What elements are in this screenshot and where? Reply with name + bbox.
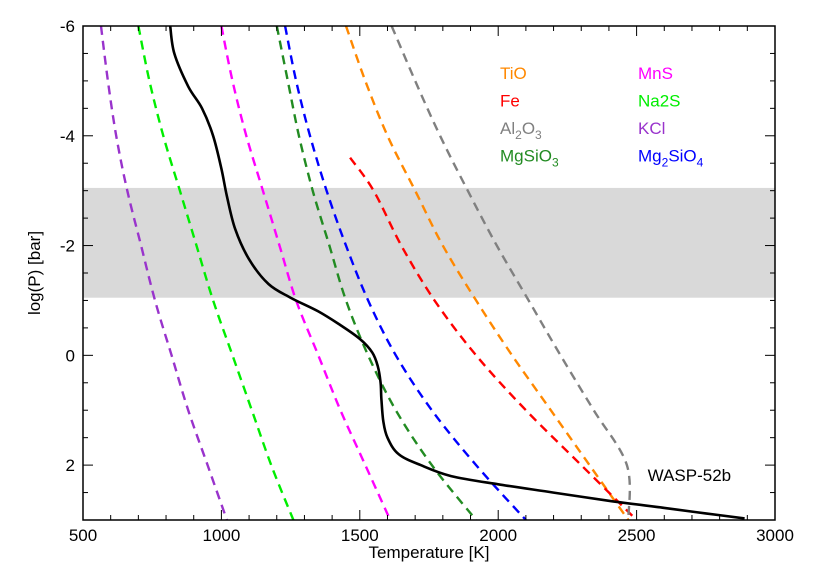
- x-axis-title: Temperature [K]: [369, 543, 490, 562]
- legend-entry-na2s: Na2S: [638, 92, 681, 111]
- x-tick-label: 1500: [341, 526, 379, 545]
- condensation-curve-kcl: [99, 26, 229, 520]
- condensation-curve-al2o3: [390, 26, 632, 520]
- y-tick-label: -6: [60, 17, 75, 36]
- legend-entry-mns: MnS: [638, 64, 673, 83]
- x-tick-label: 2000: [479, 526, 517, 545]
- legend-entry-tio: TiO: [500, 64, 527, 83]
- legend-entry-mgsio3: MgSiO3: [500, 147, 559, 170]
- y-tick-label: 2: [66, 456, 75, 475]
- condensation-curve-mgsio3: [275, 26, 478, 520]
- condensation-curve-mg2sio4: [283, 26, 527, 520]
- x-tick-label: 2500: [618, 526, 656, 545]
- series-layer: [99, 26, 638, 520]
- shaded-band-layer: [83, 187, 775, 298]
- condensation-curve-tio: [344, 26, 630, 520]
- legend: TiO MnS Fe Na2S Al2O3 KCl MgSiO3 Mg2SiO4: [500, 64, 704, 170]
- y-axis-title: log(P) [bar]: [25, 231, 44, 315]
- condensation-curve-mns: [220, 26, 392, 520]
- y-tick-label: 0: [66, 346, 75, 365]
- x-tick-label: 500: [69, 526, 97, 545]
- tick-layer: 500 1000 1500 2000 2500 3000 -6 -4 -2 0 2: [60, 17, 794, 545]
- shaded-band: [83, 187, 775, 298]
- y-tick-label: -4: [60, 127, 75, 146]
- condensation-curve-fe: [349, 157, 638, 520]
- legend-entry-kcl: KCl: [638, 119, 665, 138]
- legend-entry-al2o3: Al2O3: [500, 119, 542, 142]
- pt-profile-wasp-52b: [168, 26, 745, 520]
- x-tick-label: 3000: [756, 526, 794, 545]
- condensation-curve-na2s: [137, 26, 295, 520]
- y-tick-label: -2: [60, 237, 75, 256]
- x-tick-label: 1000: [202, 526, 240, 545]
- planet-annotation: WASP-52b: [648, 466, 731, 485]
- legend-entry-fe: Fe: [500, 92, 520, 111]
- profile-layer: [168, 26, 745, 520]
- legend-entry-mg2sio4: Mg2SiO4: [638, 147, 704, 170]
